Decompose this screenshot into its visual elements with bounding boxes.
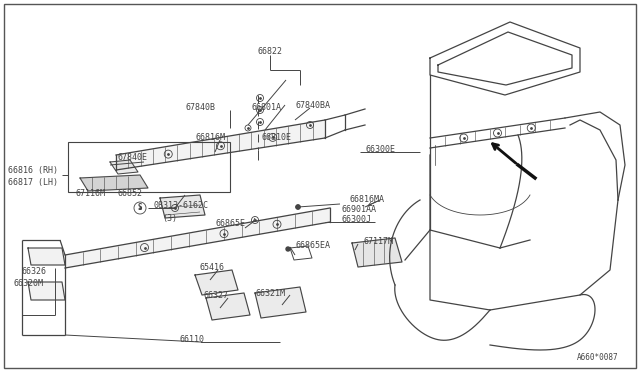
Polygon shape	[80, 175, 148, 191]
Text: 66816 (RH): 66816 (RH)	[8, 166, 58, 174]
Text: 66321M: 66321M	[255, 289, 285, 298]
Text: 67116M: 67116M	[76, 189, 106, 199]
Text: 66320M: 66320M	[14, 279, 44, 289]
Polygon shape	[206, 293, 250, 320]
Text: 65416: 65416	[200, 263, 225, 273]
Circle shape	[286, 247, 290, 251]
Bar	[68, 142, 230, 192]
Text: 67840BA: 67840BA	[296, 100, 331, 109]
Text: 66817 (LH): 66817 (LH)	[8, 177, 58, 186]
Text: (3): (3)	[162, 214, 177, 222]
Text: 08313-6162C: 08313-6162C	[154, 202, 209, 211]
Text: 66816M: 66816M	[196, 134, 226, 142]
Text: 66300J: 66300J	[342, 215, 372, 224]
Text: 66810E: 66810E	[262, 134, 292, 142]
Text: 67117M: 67117M	[364, 237, 394, 247]
Text: 66327: 66327	[204, 292, 229, 301]
Polygon shape	[160, 195, 205, 218]
Circle shape	[296, 205, 300, 209]
Circle shape	[296, 205, 300, 209]
Polygon shape	[28, 282, 65, 300]
Text: 67840E: 67840E	[118, 154, 148, 163]
Text: 66801A: 66801A	[252, 103, 282, 112]
Text: 66865E: 66865E	[215, 219, 245, 228]
Text: 66901AA: 66901AA	[342, 205, 377, 215]
Text: S: S	[138, 203, 142, 212]
Polygon shape	[110, 160, 138, 174]
Text: 67840B: 67840B	[185, 103, 215, 112]
Text: 66326: 66326	[22, 267, 47, 276]
Text: 66822: 66822	[257, 48, 282, 57]
Text: 66110: 66110	[179, 336, 205, 344]
Polygon shape	[28, 248, 65, 265]
Polygon shape	[65, 208, 330, 268]
Text: 66816MA: 66816MA	[350, 196, 385, 205]
Polygon shape	[255, 287, 306, 318]
Text: 66300E: 66300E	[366, 145, 396, 154]
Polygon shape	[352, 238, 402, 267]
Polygon shape	[195, 270, 238, 295]
Text: 66865EA: 66865EA	[295, 241, 330, 250]
Polygon shape	[116, 120, 325, 170]
Text: 66852: 66852	[118, 189, 143, 198]
Text: A660*0087: A660*0087	[577, 353, 618, 362]
